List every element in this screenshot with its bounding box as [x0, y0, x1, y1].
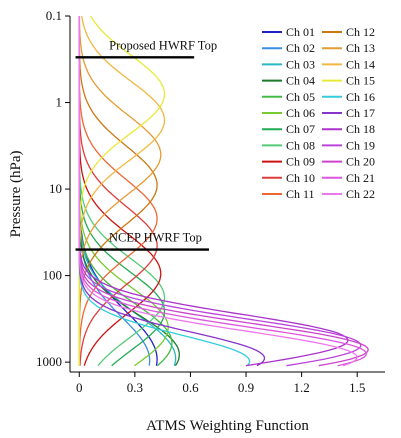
legend-label: Ch 15	[346, 74, 375, 88]
legend-label: Ch 17	[346, 106, 375, 120]
legend-label: Ch 04	[286, 74, 315, 88]
legend-label: Ch 16	[346, 90, 375, 104]
legend-label: Ch 02	[286, 41, 315, 55]
legend-label: Ch 22	[346, 187, 375, 201]
series-line-ch-22	[78, 16, 358, 367]
x-tick-label: 1.2	[293, 380, 309, 395]
legend-label: Ch 13	[346, 41, 375, 55]
y-tick-label: 10	[49, 181, 62, 196]
annotations-layer: Proposed HWRF Top NCEP HWRF Top	[75, 38, 217, 251]
y-tick-label: 1000	[36, 354, 62, 369]
legend-label: Ch 07	[286, 122, 315, 136]
legend-label: Ch 05	[286, 90, 315, 104]
x-tick-label: 0.6	[182, 380, 199, 395]
x-tick-label: 0.3	[127, 380, 143, 395]
legend-label: Ch 21	[346, 171, 375, 185]
y-tick-label: 0.1	[46, 8, 62, 23]
legend: Ch 01 Ch 02 Ch 03 Ch 04 Ch 05 Ch 06 Ch 07 Ch 08…	[262, 25, 375, 201]
series-line-ch-15	[78, 15, 166, 366]
legend-label: Ch 09	[286, 155, 315, 169]
y-tick-label: 100	[43, 268, 63, 283]
legend-label: Ch 08	[286, 138, 315, 152]
y-axis-title: Pressure (hPa)	[8, 150, 24, 237]
y-tick-label: 1	[56, 95, 63, 110]
annotation-label-1: NCEP HWRF Top	[109, 231, 202, 245]
curves-layer	[78, 15, 369, 367]
plot-area: Proposed HWRF Top NCEP HWRF Top 0.1 1 10 100…	[36, 8, 385, 395]
legend-label: Ch 18	[346, 122, 375, 136]
legend-label: Ch 10	[286, 171, 315, 185]
legend-label: Ch 14	[346, 57, 375, 71]
x-axis-title: ATMS Weighting Function	[146, 418, 309, 434]
legend-label: Ch 20	[346, 155, 375, 169]
legend-label: Ch 01	[286, 25, 315, 39]
x-tick-label: 0.9	[238, 380, 254, 395]
legend-label: Ch 06	[286, 106, 315, 120]
legend-label: Ch 12	[346, 25, 375, 39]
axes-layer: 0.1 1 10 100 1000 0 0.3 0.6 0.9 1.2 1.5	[36, 8, 385, 395]
legend-label: Ch 19	[346, 138, 375, 152]
legend-label: Ch 03	[286, 57, 315, 71]
x-tick-label: 0	[76, 380, 83, 395]
annotation-label-0: Proposed HWRF Top	[109, 38, 217, 52]
x-tick-label: 1.5	[349, 380, 365, 395]
legend-label: Ch 11	[286, 187, 315, 201]
